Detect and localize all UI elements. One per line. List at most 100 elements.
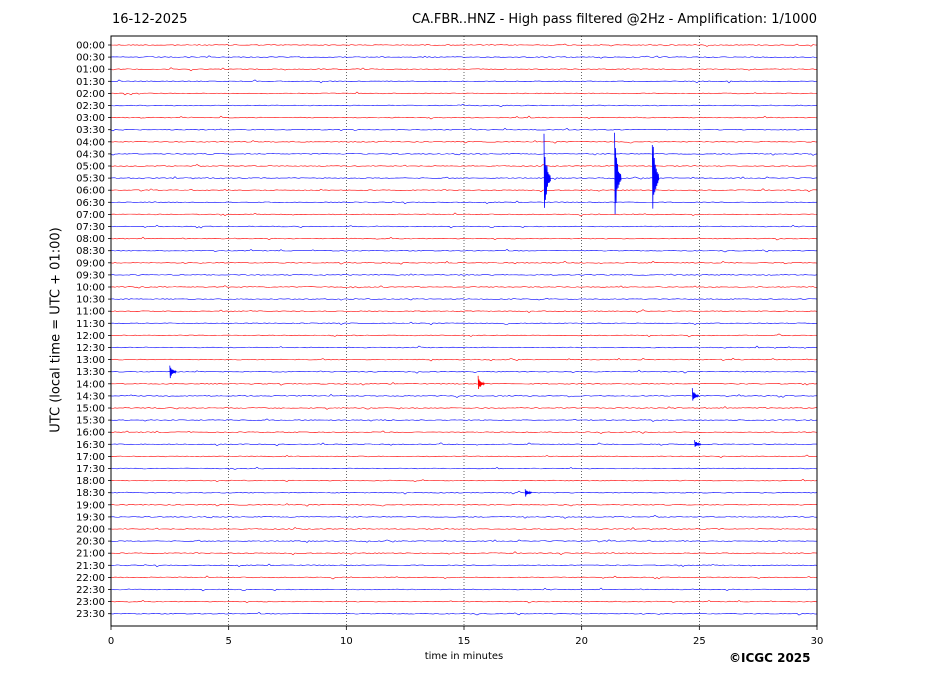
trace-2300 — [110, 600, 818, 604]
y-tick-label: 16:30 — [76, 440, 105, 451]
y-tick-label: 13:00 — [76, 355, 105, 366]
trace-0800 — [110, 236, 818, 241]
trace-0700 — [110, 212, 818, 217]
y-tick-label: 17:00 — [76, 452, 105, 463]
y-tick-label: 18:00 — [76, 476, 105, 487]
trace-0530 — [110, 176, 818, 180]
trace-1600 — [110, 430, 818, 434]
y-tick-label: 22:00 — [76, 573, 105, 584]
trace-0730 — [110, 224, 818, 229]
y-tick-label: 08:00 — [76, 234, 105, 245]
trace-2200 — [110, 575, 818, 580]
trace-0630 — [110, 200, 818, 205]
header-date: 16-12-2025 — [112, 12, 188, 27]
seismic-event — [694, 440, 702, 447]
trace-1900 — [110, 503, 818, 507]
trace-0600 — [110, 188, 818, 193]
trace-1200 — [111, 333, 818, 338]
y-tick-label: 14:00 — [76, 379, 105, 390]
trace-0030 — [110, 55, 818, 59]
seismic-event — [169, 365, 177, 379]
y-tick-label: 01:30 — [76, 77, 105, 88]
chart-title: CA.FBR..HNZ - High pass filtered @2Hz - … — [411, 12, 817, 27]
trace-2030 — [110, 539, 818, 543]
y-tick-label: 21:00 — [76, 549, 105, 560]
trace-1400 — [110, 382, 818, 386]
y-tick-label: 11:30 — [76, 319, 105, 330]
trace-2000 — [110, 527, 818, 531]
trace-0200 — [110, 91, 818, 96]
trace-1800 — [110, 479, 818, 482]
trace-1730 — [110, 466, 818, 470]
x-tick-label: 30 — [811, 636, 824, 647]
y-tick-label: 02:30 — [76, 101, 105, 112]
trace-0830 — [110, 248, 817, 253]
y-tick-label: 20:30 — [76, 537, 105, 548]
trace-0400 — [110, 140, 818, 144]
y-tick-label: 14:30 — [76, 391, 105, 402]
y-tick-label: 06:00 — [76, 186, 105, 197]
trace-0130 — [110, 79, 818, 84]
trace-0300 — [110, 115, 818, 120]
y-tick-label: 06:30 — [76, 198, 105, 209]
seismic-event — [524, 489, 533, 497]
y-tick-label: 13:30 — [76, 367, 105, 378]
y-tick-label: 09:00 — [76, 258, 105, 269]
y-tick-label: 12:00 — [76, 331, 105, 342]
x-tick-label: 10 — [340, 636, 353, 647]
y-tick-label: 09:30 — [76, 270, 105, 281]
y-tick-label: 08:30 — [76, 246, 105, 257]
trace-1430 — [110, 394, 818, 398]
trace-1100 — [110, 309, 818, 313]
trace-0930 — [110, 273, 818, 276]
seismic-event — [614, 132, 622, 215]
trace-0430 — [110, 153, 818, 156]
seismic-event — [691, 388, 700, 401]
trace-2130 — [110, 563, 818, 568]
trace-1530 — [110, 418, 818, 422]
y-tick-label: 12:30 — [76, 343, 105, 354]
y-tick-label: 19:30 — [76, 512, 105, 523]
y-tick-label: 21:30 — [76, 561, 105, 572]
y-tick-label: 23:30 — [76, 609, 105, 620]
y-tick-label: 07:30 — [76, 222, 105, 233]
x-tick-label: 5 — [225, 636, 231, 647]
trace-0100 — [110, 67, 818, 72]
trace-1630 — [110, 442, 818, 447]
trace-1700 — [110, 454, 818, 458]
y-tick-label: 20:00 — [76, 525, 105, 536]
trace-2330 — [110, 611, 818, 616]
x-tick-label: 15 — [458, 636, 471, 647]
trace-1030 — [110, 297, 818, 301]
y-tick-label: 15:00 — [76, 404, 105, 415]
trace-1300 — [110, 357, 818, 362]
y-tick-label: 04:00 — [76, 137, 105, 148]
trace-1500 — [110, 406, 818, 410]
trace-1130 — [110, 321, 818, 326]
trace-0000 — [110, 43, 818, 47]
seismic-event — [651, 144, 660, 209]
y-tick-label: 10:30 — [76, 295, 105, 306]
y-tick-label: 16:00 — [76, 428, 105, 439]
y-tick-label: 02:00 — [76, 89, 105, 100]
x-tick-label: 0 — [108, 636, 114, 647]
x-tick-label: 25 — [693, 636, 706, 647]
y-tick-label: 05:00 — [76, 162, 105, 173]
trace-2230 — [110, 587, 818, 592]
y-tick-label: 01:00 — [76, 65, 105, 76]
y-tick-label: 03:30 — [76, 125, 105, 136]
trace-1830 — [110, 490, 818, 495]
y-tick-label: 05:30 — [76, 174, 105, 185]
trace-0500 — [110, 164, 818, 167]
trace-0900 — [110, 260, 818, 265]
trace-2100 — [110, 551, 818, 556]
y-tick-label: 07:00 — [76, 210, 105, 221]
seismic-event — [477, 375, 485, 390]
y-tick-label: 10:00 — [76, 283, 105, 294]
y-tick-label: 04:30 — [76, 149, 105, 160]
y-tick-label: 22:30 — [76, 585, 105, 596]
y-tick-label: 03:00 — [76, 113, 105, 124]
trace-0330 — [110, 127, 818, 132]
trace-1230 — [110, 345, 818, 349]
